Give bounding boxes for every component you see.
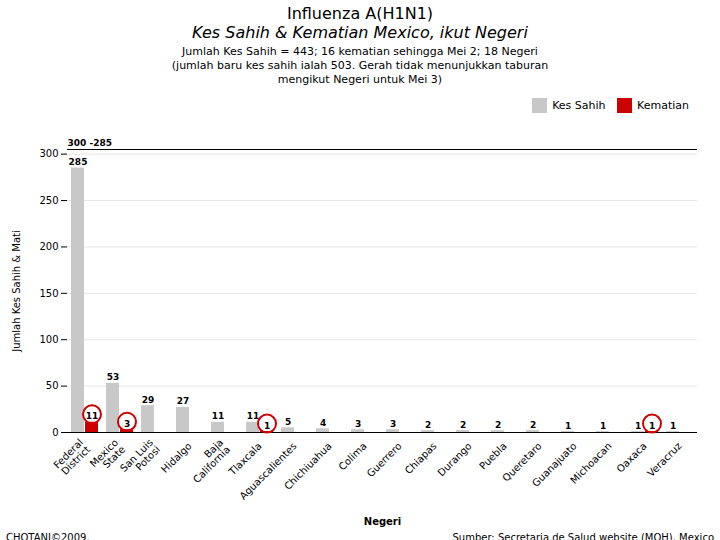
- svg-text:2: 2: [425, 420, 431, 430]
- svg-text:11: 11: [247, 411, 260, 421]
- svg-text:1: 1: [649, 421, 655, 431]
- svg-text:4: 4: [320, 418, 326, 428]
- svg-text:Chichiuahua: Chichiuahua: [282, 440, 334, 492]
- svg-text:5: 5: [285, 417, 291, 427]
- svg-text:11: 11: [86, 411, 99, 421]
- svg-text:Guerrero: Guerrero: [365, 440, 404, 479]
- svg-text:100: 100: [39, 334, 58, 345]
- svg-text:27: 27: [177, 397, 190, 407]
- svg-text:300: 300: [39, 148, 58, 159]
- svg-text:BajaCalifornia: BajaCalifornia: [184, 437, 232, 485]
- svg-text:Chiapas: Chiapas: [403, 440, 439, 476]
- svg-text:Michoacan: Michoacan: [568, 440, 614, 486]
- svg-text:150: 150: [39, 288, 58, 299]
- svg-text:3: 3: [390, 419, 396, 429]
- svg-text:Oaxaca: Oaxaca: [614, 440, 648, 474]
- svg-text:Puebla: Puebla: [477, 440, 509, 472]
- svg-text:Aguascalientes: Aguascalientes: [237, 440, 298, 501]
- svg-text:1: 1: [635, 421, 641, 431]
- svg-text:San LuisPotosi: San LuisPotosi: [118, 437, 162, 481]
- svg-text:Veracruz: Veracruz: [645, 440, 684, 479]
- svg-text:1: 1: [264, 421, 270, 431]
- svg-text:Negeri: Negeri: [364, 516, 401, 527]
- svg-text:1: 1: [600, 421, 606, 431]
- svg-text:Colima: Colima: [336, 440, 368, 472]
- svg-text:2: 2: [495, 420, 501, 430]
- svg-text:Jumlah Kes Sahih & Mati: Jumlah Kes Sahih & Mati: [11, 230, 22, 353]
- svg-text:Durango: Durango: [435, 440, 473, 478]
- svg-text:3: 3: [124, 419, 130, 429]
- svg-text:285: 285: [69, 157, 88, 167]
- svg-text:200: 200: [39, 241, 58, 252]
- svg-text:250: 250: [39, 195, 58, 206]
- svg-text:Hidalgo: Hidalgo: [159, 440, 194, 475]
- svg-text:3: 3: [355, 419, 361, 429]
- svg-text:2: 2: [530, 420, 536, 430]
- svg-text:300 -285: 300 -285: [68, 138, 112, 148]
- svg-text:53: 53: [107, 372, 120, 382]
- svg-text:2: 2: [460, 420, 466, 430]
- svg-text:1: 1: [565, 421, 571, 431]
- svg-text:11: 11: [212, 411, 225, 421]
- svg-text:50: 50: [46, 380, 59, 391]
- svg-text:29: 29: [142, 395, 155, 405]
- svg-text:0: 0: [52, 427, 58, 438]
- svg-text:1: 1: [670, 421, 676, 431]
- svg-text:FederalDistrict: FederalDistrict: [51, 437, 92, 478]
